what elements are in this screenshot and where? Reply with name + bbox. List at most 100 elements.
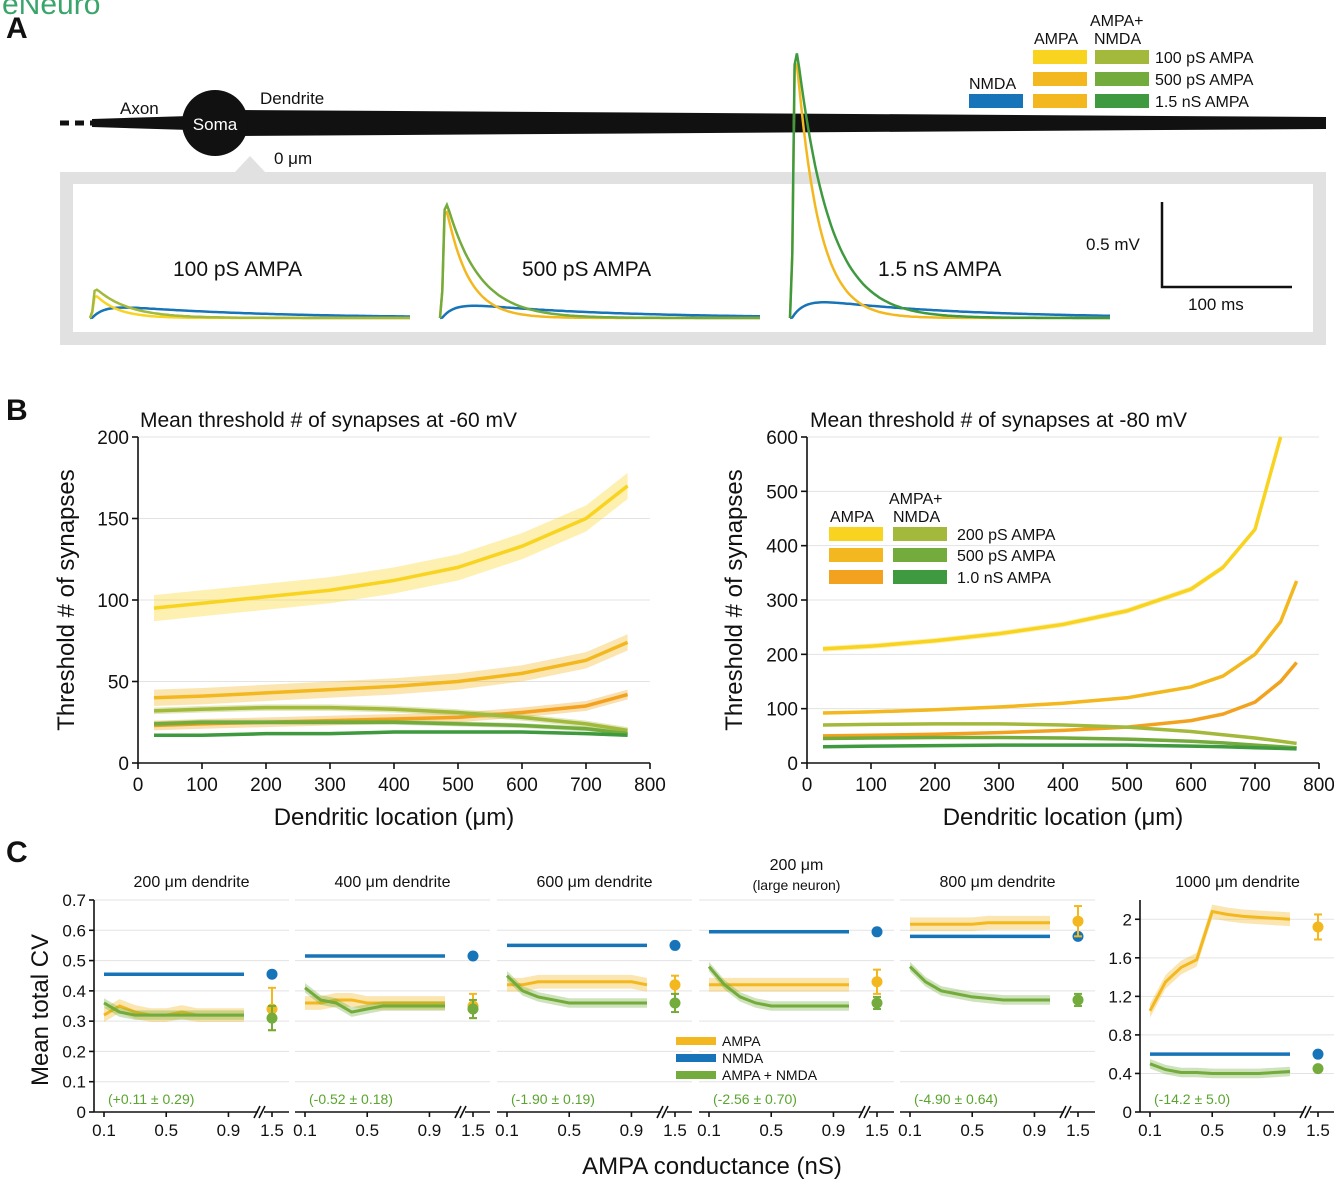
subplot-title: 600 μm dendrite	[537, 874, 653, 891]
neuron-diagram: Axon Soma Dendrite 0 μm	[60, 89, 1326, 168]
y-tick-label: 500	[766, 482, 798, 503]
ampa-nmda-point	[1072, 994, 1084, 1006]
panel-c-subplots: 0 0.1 0.2 0.3 0.4 0.5 0.6 0.7 0.1 0.5 0.9 1.5 200 μm…	[62, 857, 1334, 1140]
legend-a-swatch-an-1	[1095, 50, 1149, 64]
legend-a-nmda: NMDA	[969, 76, 1016, 93]
trace-nmda-500ps	[439, 304, 761, 320]
x-tick-label: 1.5	[461, 1121, 485, 1140]
y-tick-label: 150	[97, 510, 129, 531]
y-tick-label: 1.2	[1108, 987, 1132, 1006]
x-tick-label: 700	[570, 775, 602, 796]
y-tick-label: 0.6	[62, 921, 86, 940]
y-tick-label: 0.4	[1108, 1064, 1132, 1083]
ampa-nmda-line	[505, 974, 647, 1005]
legend-c-an-swatch	[676, 1071, 716, 1079]
x-tick-label: 1.5	[1306, 1121, 1330, 1140]
ampa-nmda-line	[304, 986, 445, 1014]
subplot-1: 0.1 0.5 0.9 1.5 400 μm dendrite (-0.52 ± 0.18…	[293, 874, 490, 1140]
subplot-subtitle: (large neuron)	[753, 877, 841, 893]
x-tick-label: 0.5	[1200, 1121, 1224, 1140]
ampa-nmda-point	[669, 997, 681, 1009]
x-tick-label: 800	[1303, 775, 1334, 796]
legend-a-col-ampa: AMPA	[1034, 31, 1078, 48]
series-line-1	[822, 580, 1299, 715]
axes	[137, 437, 650, 764]
y-tick-label: 0	[787, 754, 798, 775]
series-line-3	[153, 705, 628, 733]
ampa-point	[1312, 921, 1324, 933]
trace-ampa-nmda-500ps	[438, 201, 760, 320]
axis-break	[253, 1105, 261, 1119]
legend-b-swatch-an-2	[893, 548, 947, 562]
nmda-point	[871, 926, 883, 938]
legend-c-an: AMPA + NMDA	[722, 1067, 818, 1083]
series-line-5	[154, 730, 628, 738]
epsp-traces	[88, 53, 1111, 320]
panel-b-label: B	[6, 394, 28, 427]
x-axis-label: Dendritic location (μm)	[943, 804, 1184, 831]
scale-bar-time: 100 ms	[1188, 295, 1244, 314]
series-line-3	[822, 722, 1297, 746]
y-tick-label: 1.6	[1108, 949, 1132, 968]
journal-logo: eNeuro	[2, 0, 100, 21]
y-tick-label: 0	[1123, 1103, 1132, 1122]
y-tick-label: 0.5	[62, 952, 86, 971]
subplot-title: 800 μm dendrite	[940, 874, 1056, 891]
panel-c-legend: AMPA NMDA AMPA + NMDA	[676, 1033, 818, 1083]
y-tick-label: 100	[97, 591, 129, 612]
subplot-title: 200 μm dendrite	[134, 874, 250, 891]
nmda-point	[1312, 1048, 1324, 1060]
series-line-0	[822, 436, 1283, 651]
axon-label: Axon	[120, 99, 159, 118]
y-tick-label: 300	[766, 591, 798, 612]
ampa-point	[871, 976, 883, 988]
x-tick-label: 0.1	[1138, 1121, 1162, 1140]
axis-break	[459, 1105, 467, 1119]
x-tick-label: 500	[442, 775, 474, 796]
panel-c-ylabel: Mean total CV	[27, 934, 54, 1086]
x-tick-label: 200	[919, 775, 951, 796]
axis-break	[656, 1105, 664, 1119]
ampa-point	[1072, 915, 1084, 927]
y-tick-label: 200	[97, 428, 129, 449]
ampa-nmda-point	[1312, 1063, 1324, 1075]
subplot-title: 200 μm	[770, 857, 824, 874]
legend-c-ampa: AMPA	[722, 1033, 761, 1049]
legend-a-nmda-swatch	[969, 94, 1023, 108]
trace-ampa-nmda-100ps	[88, 288, 410, 320]
ampa-nmda-band	[305, 983, 445, 1017]
y-tick-label: 2	[1123, 910, 1132, 929]
y-tick-label: 0.3	[62, 1012, 86, 1031]
y-axis-label: Threshold # of synapses	[721, 469, 748, 730]
legend-b-row-3: 1.0 nS AMPA	[957, 570, 1051, 587]
legend-b-col-an-2: NMDA	[893, 509, 940, 526]
y-tick-label: 600	[766, 428, 798, 449]
x-tick-label: 1.5	[663, 1121, 687, 1140]
axes	[806, 437, 1319, 764]
axis-break	[863, 1105, 871, 1119]
inset-background	[73, 184, 1313, 332]
legend-b-swatch-ampa-3	[829, 570, 883, 584]
axon	[92, 116, 190, 130]
y-axis-label: Threshold # of synapses	[53, 469, 80, 730]
x-tick-label: 1.5	[260, 1121, 284, 1140]
x-tick-label: 0.5	[355, 1121, 379, 1140]
x-tick-label: 200	[250, 775, 282, 796]
axis-break	[858, 1105, 866, 1119]
scale-bar-voltage: 0.5 mV	[1086, 235, 1141, 254]
axis-break	[1064, 1105, 1072, 1119]
legend-a-swatch-ampa-3	[1033, 94, 1087, 108]
legend-a-col-ampa-nmda-2: NMDA	[1094, 31, 1141, 48]
x-tick-label: 400	[378, 775, 410, 796]
series-band-2	[154, 689, 628, 731]
subplot-0: 0 0.1 0.2 0.3 0.4 0.5 0.6 0.7 0.1 0.5 0.9 1.5 200 μm…	[62, 874, 289, 1140]
axis-break	[1299, 1105, 1307, 1119]
x-tick-label: 0.5	[759, 1121, 783, 1140]
ampa-line	[507, 980, 648, 987]
series-line-1	[153, 640, 629, 700]
x-tick-label: 0	[133, 775, 144, 796]
x-tick-label: 100	[855, 775, 887, 796]
ampa-nmda-line	[103, 1001, 244, 1017]
x-tick-label: 0.9	[822, 1121, 846, 1140]
